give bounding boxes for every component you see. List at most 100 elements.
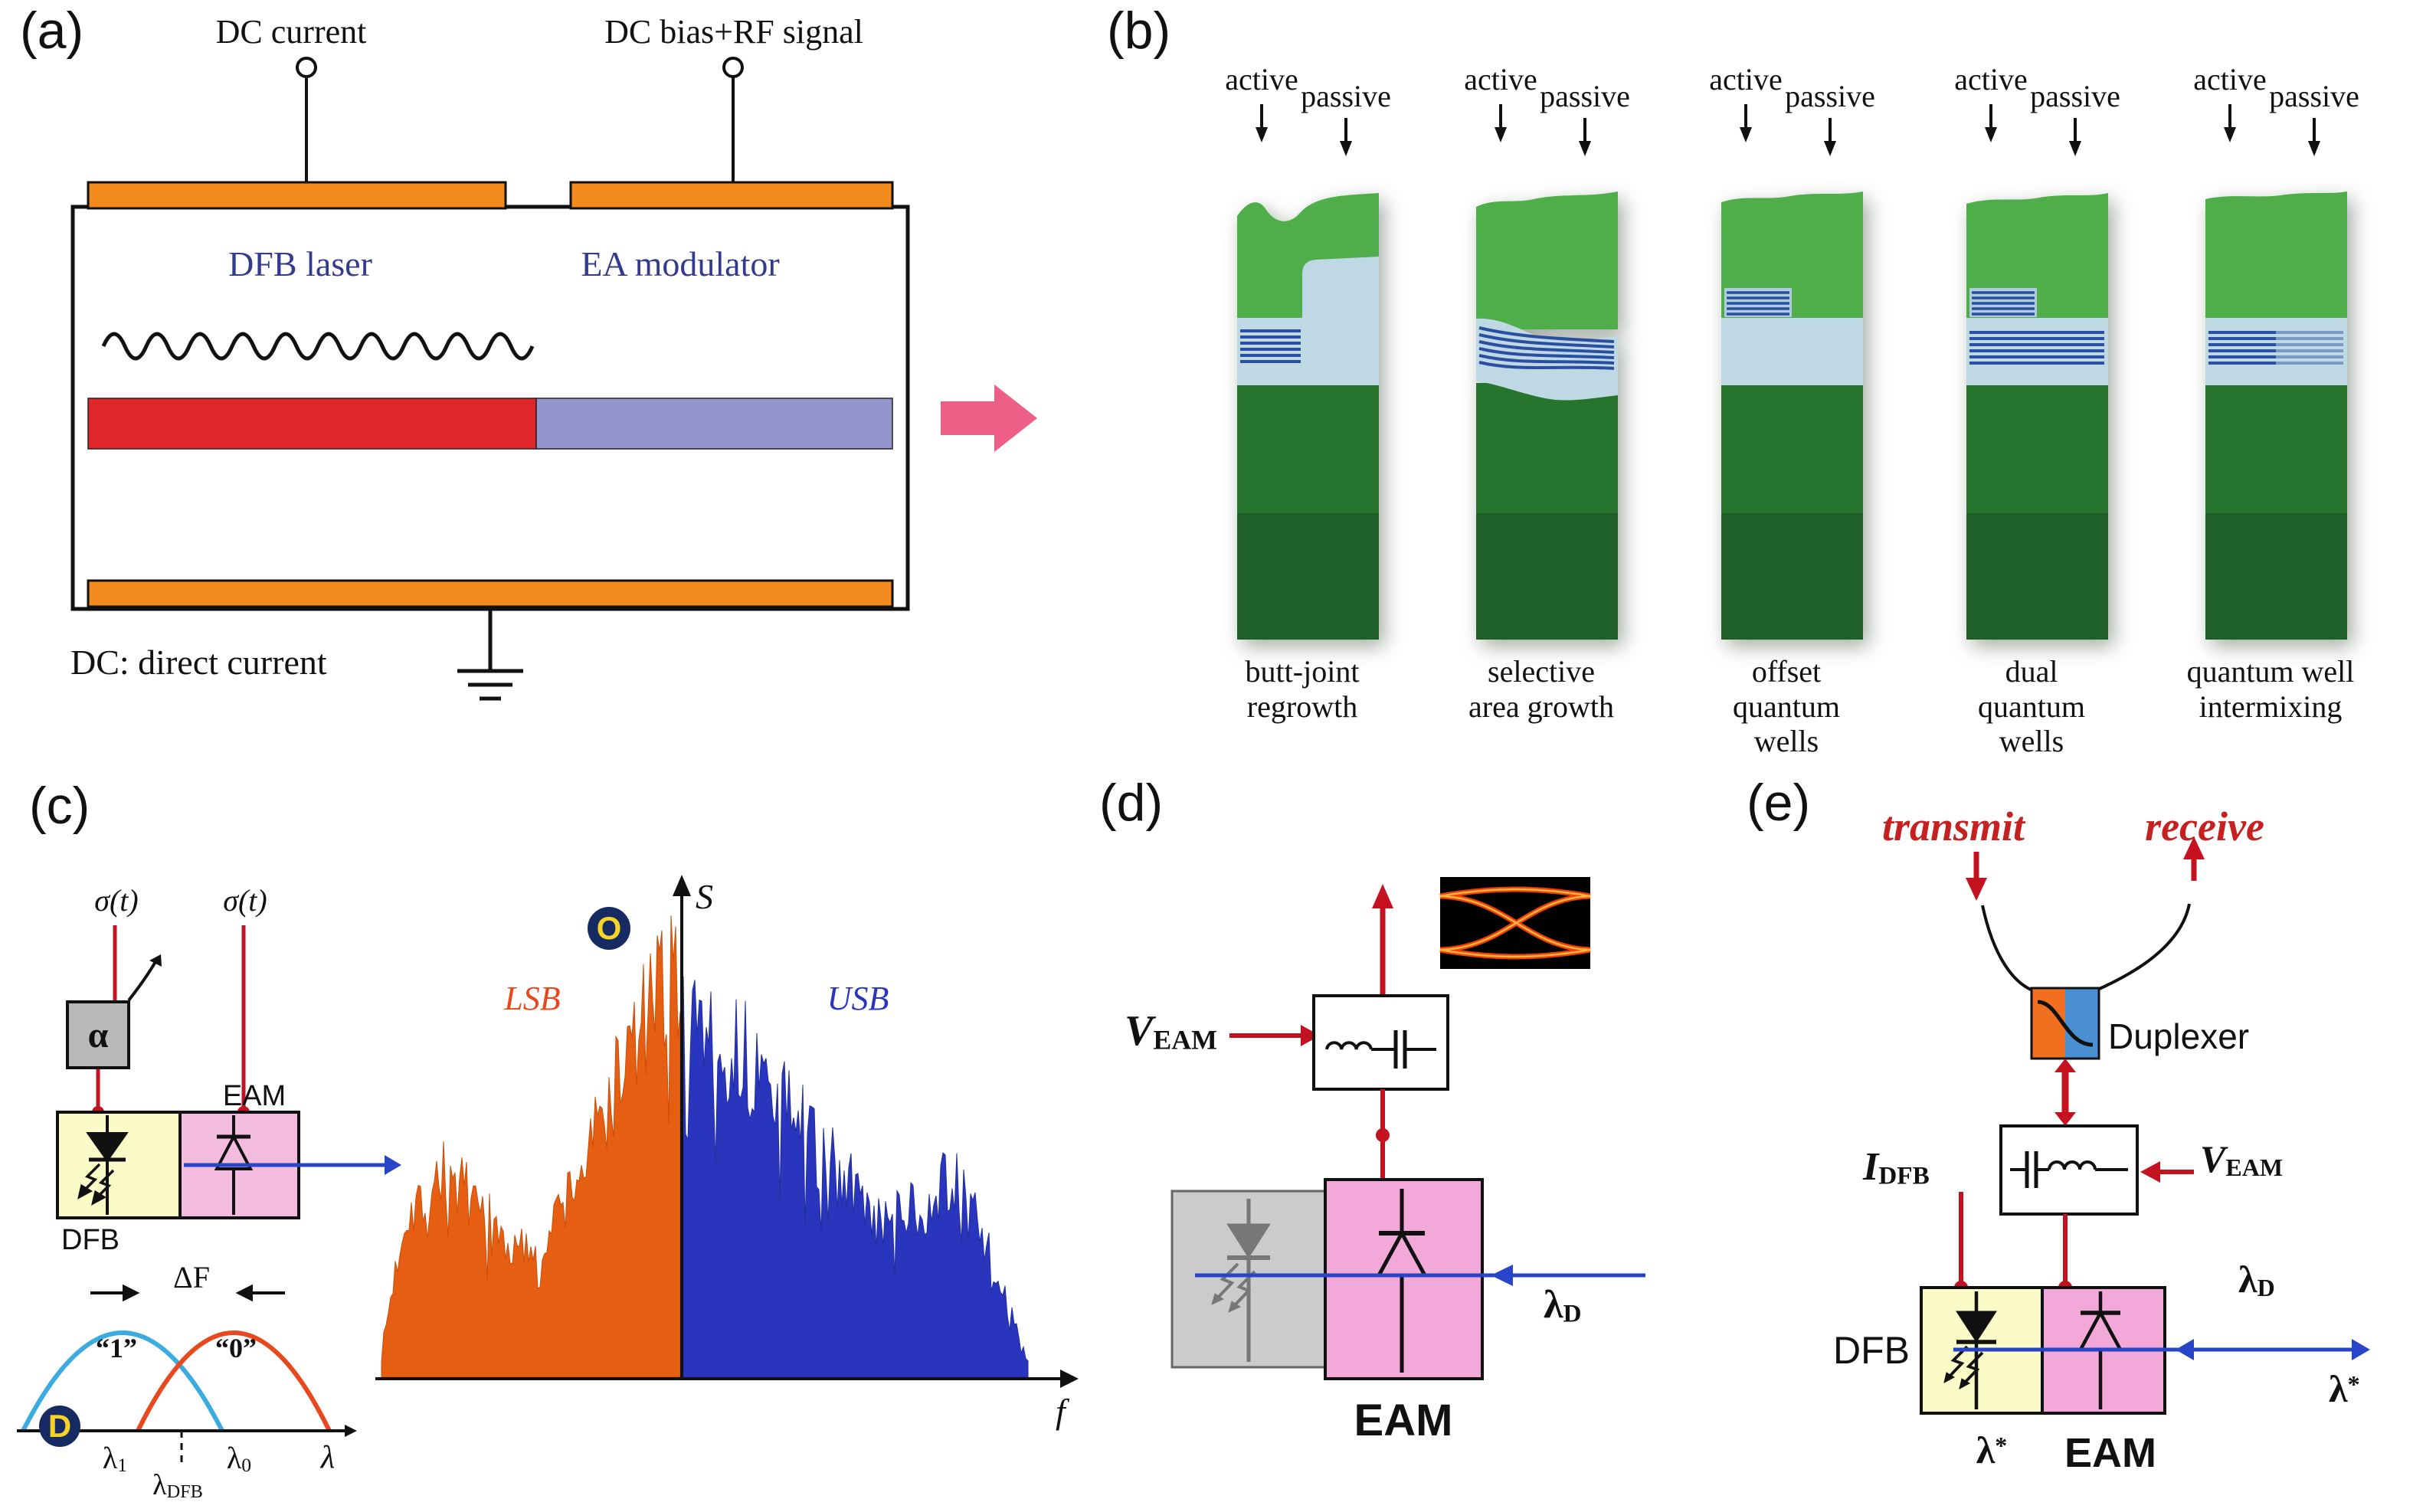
dfb-active-region bbox=[87, 398, 537, 450]
veam-arrow bbox=[1229, 1025, 1320, 1046]
output-light-arrow bbox=[184, 1155, 401, 1175]
top-contact-right bbox=[569, 181, 894, 210]
chip-offset-quantum-wells: active passive offset quantum wells bbox=[1698, 61, 1875, 758]
passive-label: passive bbox=[1540, 79, 1630, 113]
chip-illustration bbox=[1476, 191, 1618, 640]
passive-arrow-icon bbox=[2069, 118, 2081, 156]
dc-current-label: DC current bbox=[215, 13, 367, 51]
delta-f-label: ΔF bbox=[173, 1260, 210, 1294]
chip-illustration bbox=[2205, 191, 2347, 640]
badge-d-circle bbox=[39, 1406, 80, 1447]
bit1-spectrum-curve bbox=[21, 1330, 224, 1432]
lambda-d-label: λD bbox=[1544, 1283, 1582, 1328]
active-label: active bbox=[1709, 62, 1783, 97]
chip-caption-line1: offset bbox=[1751, 654, 1822, 689]
bit-one-label: “1” bbox=[96, 1333, 137, 1363]
usb-spectrum bbox=[683, 976, 1029, 1378]
passive-arrow-icon bbox=[2308, 118, 2320, 156]
chip-caption-line1: dual bbox=[2005, 654, 2058, 689]
chip-illustration bbox=[1966, 193, 2108, 640]
panel-d-label: (d) bbox=[1099, 774, 1164, 832]
chip-caption-line2: area growth bbox=[1468, 689, 1614, 724]
alpha-box bbox=[66, 1000, 130, 1069]
eye-diagram bbox=[1439, 877, 1591, 969]
laser-diode-icon bbox=[1943, 1291, 1997, 1409]
sigma-right-label: σ(t) bbox=[223, 883, 267, 918]
laser-diode-icon bbox=[77, 1115, 129, 1215]
chip-caption-line2: quantum wells bbox=[1733, 689, 1840, 758]
veam-arrow bbox=[2140, 1161, 2194, 1183]
transmit-label: transmit bbox=[1881, 803, 2025, 849]
bidirectional-light-arrow bbox=[1953, 1339, 2370, 1360]
chirp-arrows bbox=[90, 1284, 285, 1302]
bias-tee-components bbox=[1325, 1030, 1436, 1069]
f-axis-label: f bbox=[1056, 1392, 1066, 1431]
receive-label: receive bbox=[2145, 803, 2264, 849]
active-label: active bbox=[1225, 62, 1298, 97]
sigma-feed-lines bbox=[96, 925, 246, 1109]
active-arrow-icon bbox=[2224, 104, 2236, 142]
lambda-star-receive-label: λ* bbox=[2329, 1367, 2360, 1410]
eam-region bbox=[535, 398, 893, 450]
top-contact-left bbox=[87, 181, 507, 210]
chip-caption-line1: quantum well bbox=[2186, 654, 2355, 689]
dc-bias-rf-label: DC bias+RF signal bbox=[604, 13, 863, 51]
panel-a-label: (a) bbox=[20, 2, 84, 60]
chip-illustration bbox=[1721, 191, 1863, 640]
badge-d-letter: D bbox=[47, 1408, 72, 1444]
alpha-label: α bbox=[87, 1015, 109, 1055]
alpha-arrow-icon bbox=[127, 954, 162, 1002]
bias-tee-components bbox=[2010, 1151, 2128, 1188]
eam-label: EAM bbox=[2064, 1430, 2156, 1476]
panel-e-label: (e) bbox=[1747, 774, 1811, 832]
dfb-laser-label: DFB laser bbox=[228, 244, 372, 283]
chip-caption-line1: selective bbox=[1488, 654, 1595, 689]
active-label: active bbox=[2193, 62, 2267, 97]
lambda-d-label: λD bbox=[2238, 1258, 2275, 1302]
duobinary-diagram bbox=[17, 875, 1079, 1466]
rf-terminal bbox=[722, 57, 744, 185]
eam-diode-icon bbox=[214, 1115, 254, 1215]
veam-label: VEAM bbox=[1125, 1007, 1217, 1055]
idfb-label: IDFB bbox=[1863, 1145, 1930, 1190]
sigma-left-label: σ(t) bbox=[94, 883, 139, 918]
chip-selective-area-growth: active passive selective area grow bbox=[1453, 61, 1630, 751]
passive-arrow-icon bbox=[1340, 118, 1352, 156]
dfb-label: DFB bbox=[1833, 1329, 1910, 1372]
lsb-spectrum bbox=[381, 915, 681, 1378]
passive-label: passive bbox=[2269, 79, 2359, 113]
lambda-star-bottom-label: λ* bbox=[1976, 1429, 2008, 1471]
junction-dot bbox=[1376, 1128, 1390, 1142]
ground-icon bbox=[457, 607, 523, 701]
panel-e: (e) transmit receive Duplexer VEAM IDFB … bbox=[1724, 766, 2413, 1512]
passive-label: passive bbox=[2030, 79, 2120, 113]
transmit-curve bbox=[1981, 905, 2035, 993]
grating-wave bbox=[101, 332, 535, 361]
spectrum-axes bbox=[375, 875, 1079, 1388]
chip-caption-line2: quantum wells bbox=[1978, 689, 2085, 758]
lambda-axis-label: λ bbox=[320, 1440, 336, 1475]
bottom-contact bbox=[87, 579, 894, 608]
duplexer-feed-arrow bbox=[2054, 1059, 2076, 1126]
active-arrow-icon bbox=[1985, 104, 1997, 142]
receive-curve bbox=[2094, 903, 2191, 993]
dc-footnote: DC: direct current bbox=[70, 643, 327, 682]
active-label: active bbox=[1464, 62, 1537, 97]
rf-out-arrow bbox=[1372, 884, 1393, 996]
chip-caption-line2: regrowth bbox=[1246, 689, 1358, 724]
passive-label: passive bbox=[1785, 79, 1875, 113]
transmit-arrow bbox=[1966, 852, 1987, 901]
active-arrow-icon bbox=[1740, 104, 1752, 142]
eml-device-schematic bbox=[70, 57, 1037, 701]
passive-arrow-icon bbox=[1824, 118, 1836, 156]
chip-caption-line2: intermixing bbox=[2199, 689, 2343, 724]
panel-a: (a) DC current DC bias+RF signal DFB las… bbox=[0, 0, 1072, 758]
chip-illustration bbox=[1237, 193, 1379, 640]
dfb-box bbox=[56, 1111, 182, 1219]
receive-arrow bbox=[2183, 836, 2205, 881]
chip-dual-quantum-wells: active passive bbox=[1943, 61, 2120, 758]
panel-b: (b) active passive butt-joint regrowth bbox=[1072, 0, 2413, 758]
badge-o-letter: O bbox=[596, 910, 622, 946]
eam-drive-diagram bbox=[1170, 877, 1645, 1380]
